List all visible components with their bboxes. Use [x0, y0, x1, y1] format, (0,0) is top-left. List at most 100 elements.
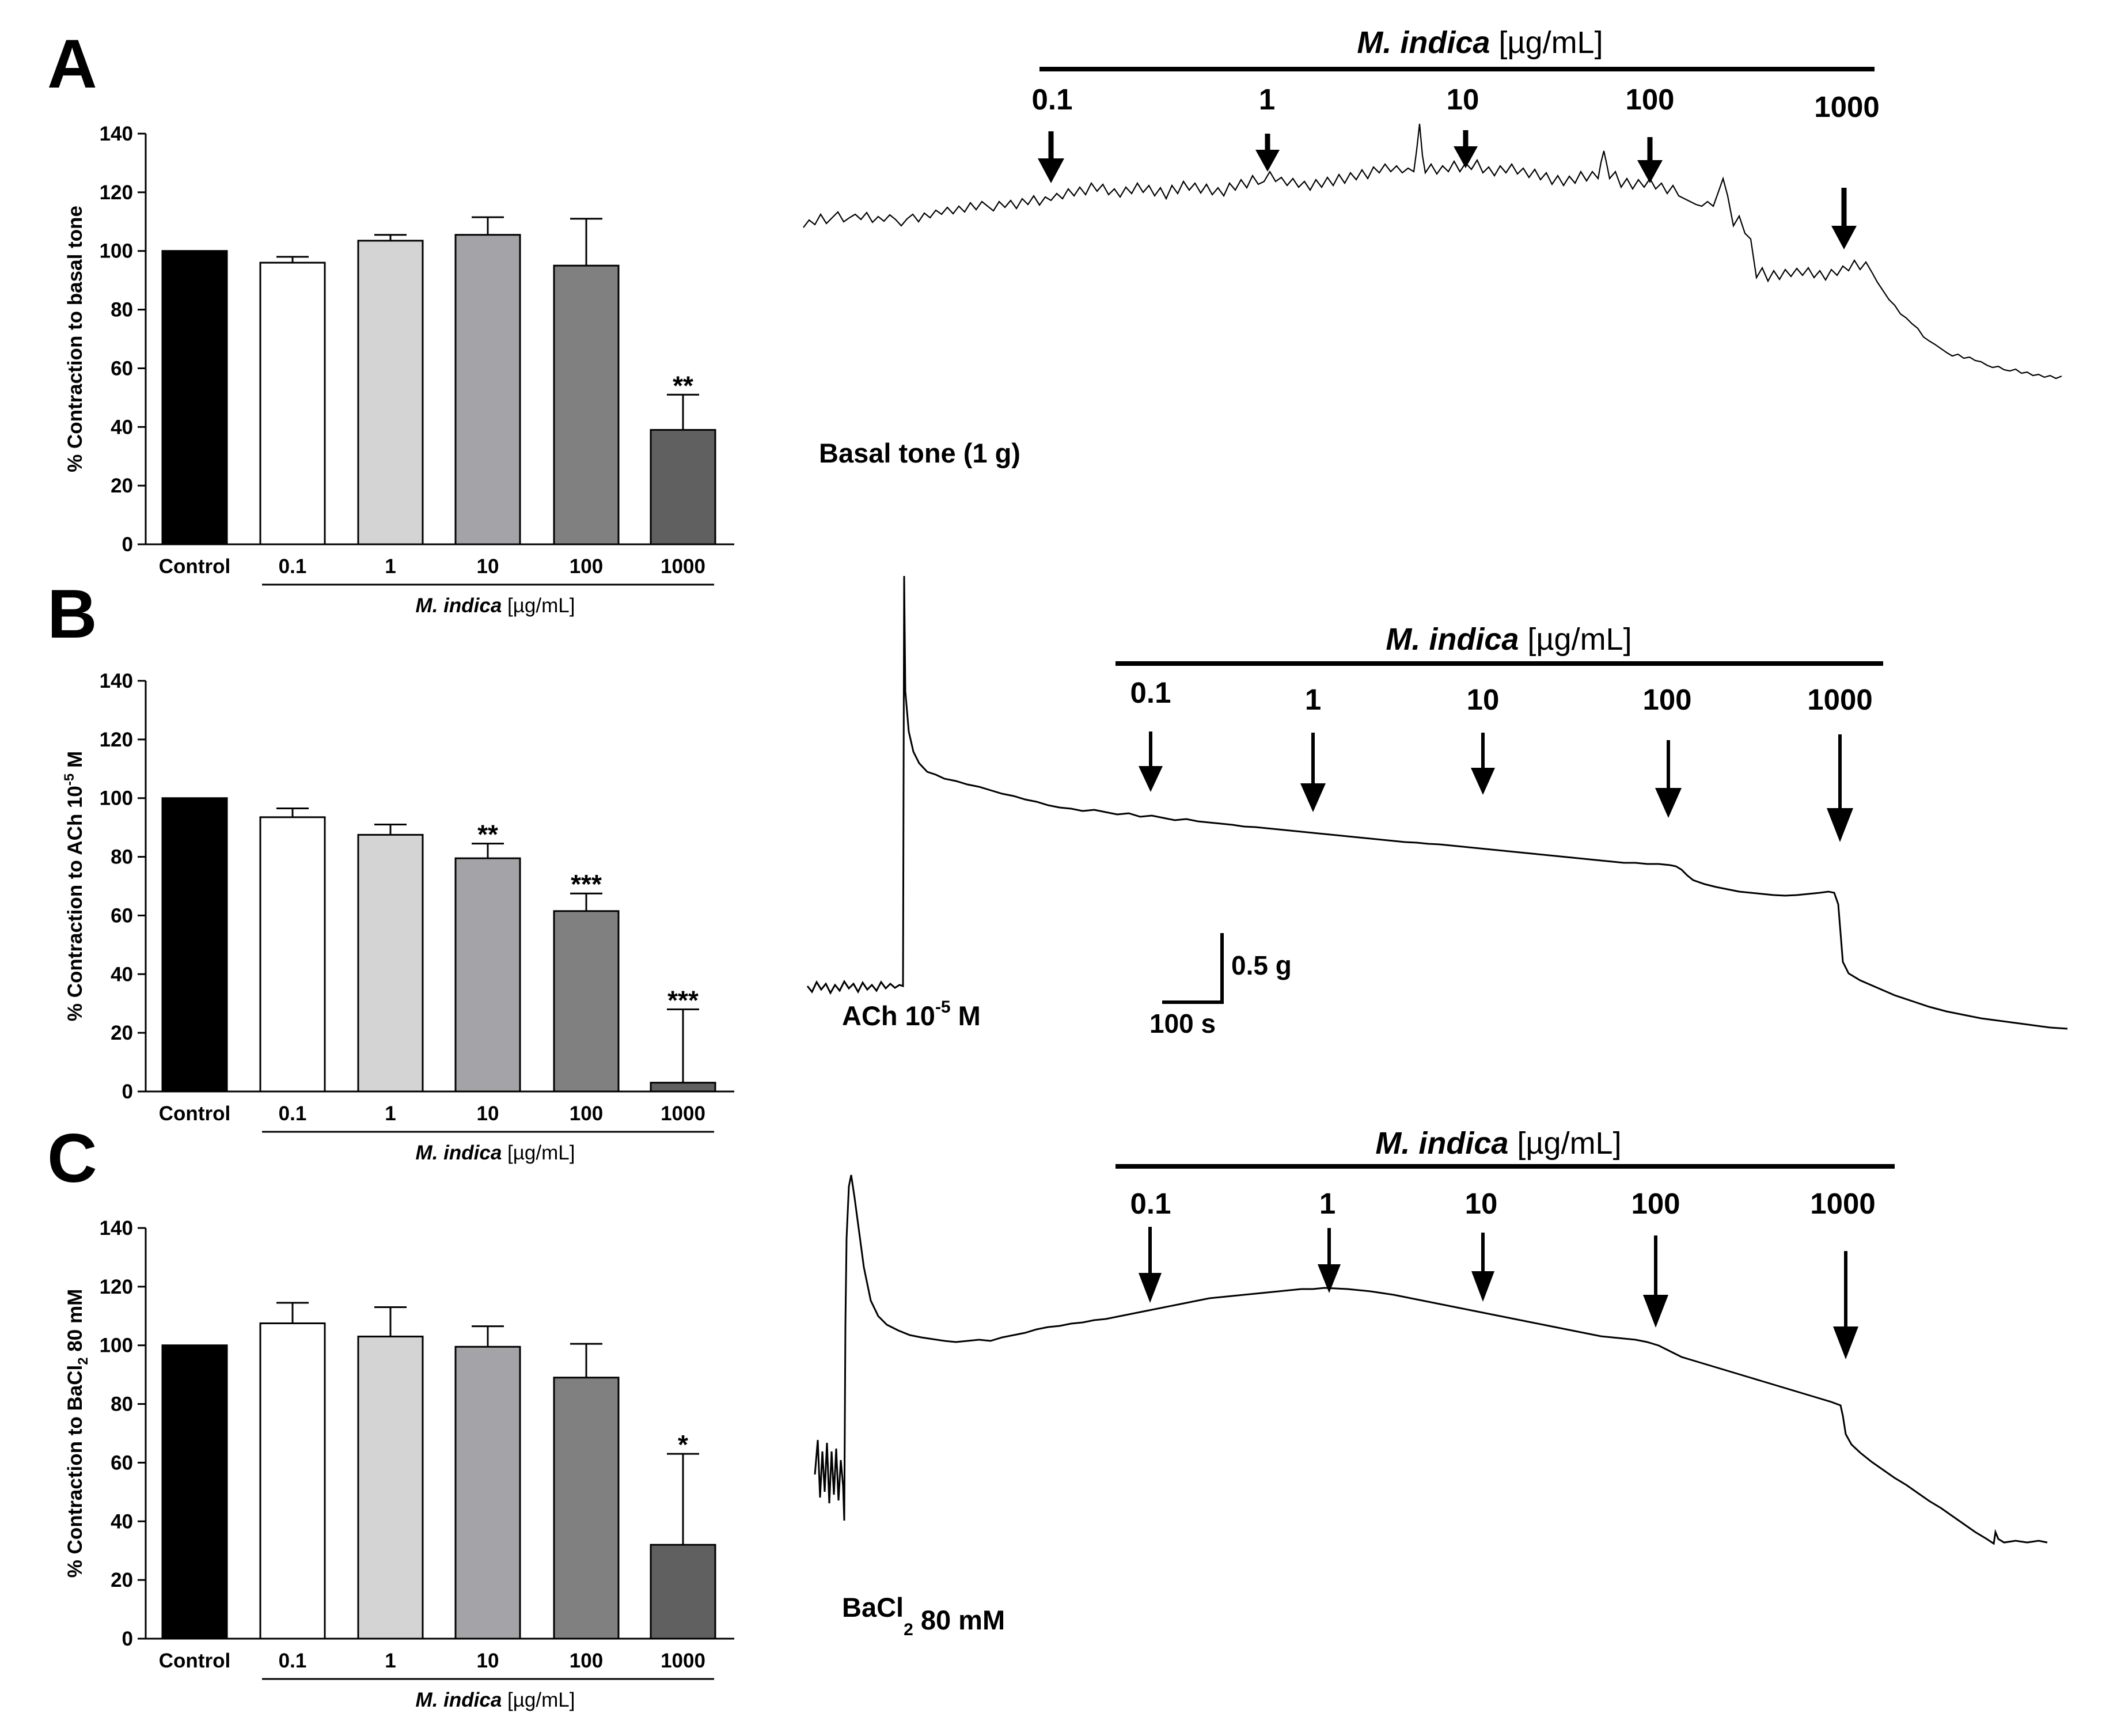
trace-c-label: BaCl2 80 mM: [842, 1592, 1005, 1639]
y-tick-label: 20: [111, 1022, 133, 1044]
y-tick-label: 20: [111, 1569, 133, 1591]
trace-b-header: M. indica [µg/mL]: [1386, 622, 1631, 657]
y-tick-label: 100: [100, 240, 133, 263]
down-arrow-icon: [1318, 1228, 1341, 1293]
down-arrow-icon: [1038, 131, 1064, 183]
panel-label-b: B: [47, 575, 97, 653]
trace-b-dose-label: 100: [1642, 683, 1691, 716]
y-tick-label: 80: [111, 846, 133, 869]
panel-label-a: A: [47, 25, 97, 103]
x-tick-label: 1: [385, 1102, 396, 1125]
y-tick-label: 100: [100, 1335, 133, 1357]
trace-panel-c: M. indica [µg/mL] 0.1 1 10 100 1000 BaCl…: [814, 1126, 2048, 1639]
x-tick-label: 10: [477, 1650, 499, 1672]
x-group-label: M. indica [µg/mL]: [416, 1142, 575, 1164]
down-arrow-icon: [1471, 733, 1495, 795]
significance-label: ***: [667, 985, 699, 1015]
x-tick-label: 0.1: [279, 1102, 307, 1125]
bar: [650, 429, 716, 545]
down-arrow-icon: [1637, 137, 1663, 183]
x-tick-label: 1: [385, 1650, 396, 1672]
bar: [259, 261, 326, 545]
trace-c-dose-label: 1: [1319, 1187, 1335, 1220]
down-arrow-icon: [1454, 130, 1478, 168]
x-tick-label: 1000: [661, 555, 705, 578]
down-arrow-icon: [1831, 188, 1857, 249]
trace-a-label: Basal tone (1 g): [819, 438, 1020, 468]
x-tick-label: 1000: [661, 1102, 705, 1125]
down-arrow-icon: [1827, 734, 1853, 842]
bar-chart-c: 0 20 40 60 80 100 120 140 % Contraction to BaCl2…: [64, 1217, 734, 1711]
bar: [259, 1322, 326, 1640]
trace-a-dose-label: 100: [1625, 83, 1674, 116]
y-axis-title: % Contraction to basal tone: [64, 206, 86, 472]
trace-b-label: ACh 10-5 M: [842, 998, 981, 1031]
trace-b-dose-label: 10: [1467, 683, 1500, 716]
x-group-label: M. indica [µg/mL]: [416, 1689, 575, 1711]
trace-c-dose-label: 10: [1465, 1187, 1498, 1220]
bar: [553, 1377, 620, 1640]
y-axis-title: % Contraction to BaCl2 80 mM: [64, 1289, 91, 1578]
trace-a-dose-label: 10: [1447, 83, 1479, 116]
scale-bar: 0.5 g 100 s: [1149, 933, 1292, 1038]
y-tick-label: 60: [111, 904, 133, 927]
y-tick-label: 80: [111, 1393, 133, 1416]
y-tick-label: 20: [111, 475, 133, 497]
bar-chart-b: 0 20 40 60 80 100 120 140 % Contraction to ACh 1…: [62, 670, 734, 1164]
y-tick-label: 60: [111, 1451, 133, 1474]
bar-chart-a: 0 20 40 60 80 100 120 140 % Contraction to basal…: [64, 123, 734, 617]
trace-c-recording: [814, 1174, 2048, 1545]
significance-label: **: [673, 370, 693, 400]
bar: [161, 1344, 228, 1640]
trace-a-recording: [803, 123, 2062, 380]
trace-c-dose-label: 1000: [1810, 1187, 1875, 1220]
x-tick-label: 10: [477, 1102, 499, 1125]
trace-a-dose-label: 1: [1259, 83, 1275, 116]
trace-a-header: M. indica [µg/mL]: [1357, 25, 1603, 60]
down-arrow-icon: [1300, 733, 1326, 812]
y-tick-label: 40: [111, 1510, 133, 1533]
bar: [454, 857, 521, 1093]
trace-a-dose-label: 0.1: [1032, 83, 1073, 116]
trace-c-header: M. indica [µg/mL]: [1375, 1126, 1621, 1161]
x-tick-label: Control: [159, 1102, 230, 1125]
down-arrow-icon: [1655, 740, 1682, 818]
bar: [161, 250, 228, 545]
trace-b-dose-label: 1: [1305, 683, 1321, 716]
bar: [259, 816, 326, 1093]
x-tick-label: 10: [477, 555, 499, 578]
y-tick-label: 40: [111, 416, 133, 438]
down-arrow-icon: [1833, 1251, 1858, 1359]
trace-b-dose-label: 1000: [1807, 683, 1872, 716]
x-tick-label: Control: [159, 1650, 230, 1672]
y-tick-label: 120: [100, 729, 133, 751]
bar: [650, 1544, 716, 1640]
down-arrow-icon: [1643, 1235, 1668, 1328]
trace-a-dose-label: 1000: [1814, 90, 1879, 123]
trace-b-dose-label: 0.1: [1130, 676, 1171, 709]
bar: [553, 264, 620, 545]
bar: [454, 234, 521, 545]
scale-bar-x-label: 100 s: [1149, 1009, 1216, 1038]
y-tick-label: 0: [122, 1628, 133, 1650]
bar: [454, 1345, 521, 1640]
y-tick-label: 140: [100, 1217, 133, 1240]
bar: [650, 1082, 716, 1093]
trace-b-recording: [806, 575, 2068, 1030]
panel-label-c: C: [47, 1120, 97, 1197]
y-tick-label: 140: [100, 670, 133, 692]
trace-c-dose-label: 100: [1631, 1187, 1680, 1220]
scale-bar-y-label: 0.5 g: [1231, 950, 1292, 980]
bar: [357, 240, 424, 545]
x-tick-label: 0.1: [279, 1650, 307, 1672]
y-tick-label: 140: [100, 123, 133, 145]
y-tick-label: 120: [100, 1276, 133, 1298]
y-tick-label: 120: [100, 181, 133, 204]
bar: [161, 797, 228, 1093]
significance-label: ***: [571, 869, 602, 899]
y-tick-label: 0: [122, 533, 133, 556]
x-tick-label: 100: [570, 555, 603, 578]
trace-panel-a: M. indica [µg/mL] 0.1 1 10 100 1000 Basa…: [803, 25, 2062, 468]
y-tick-label: 100: [100, 787, 133, 810]
